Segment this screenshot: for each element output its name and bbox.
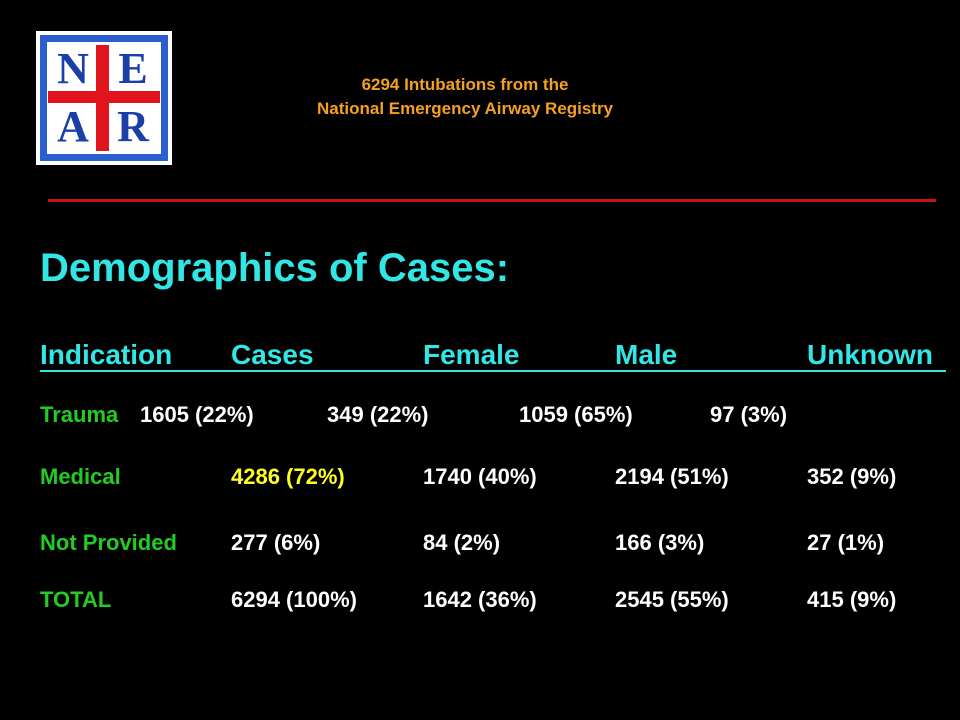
row-medical-unknown: 352 (9%)	[807, 464, 897, 489]
row-total-unknown: 415 (9%)	[807, 587, 897, 612]
row-medical-female: 1740 (40%)	[423, 464, 537, 489]
row-total-label: TOTAL	[40, 587, 112, 612]
row-not-provided-unknown: 27 (1%)	[807, 530, 885, 555]
slide-subtitle: 6294 Intubations from the National Emerg…	[230, 73, 700, 121]
logo-letter-r: R	[117, 102, 149, 151]
header-unknown: Unknown	[807, 339, 933, 370]
row-not-provided-male: 166 (3%)	[615, 530, 705, 555]
row-medical-label: Medical	[40, 464, 121, 489]
logo-letter-a: A	[57, 102, 89, 151]
row-not-provided-cases: 277 (6%)	[231, 530, 321, 555]
page-title: Demographics of Cases:	[40, 246, 510, 290]
row-trauma-label: Trauma	[40, 402, 119, 427]
header-cases: Cases	[231, 339, 314, 370]
row-trauma-cases: 1605 (22%)	[140, 402, 254, 427]
subtitle-line-2: National Emergency Airway Registry	[316, 99, 614, 118]
row-not-provided-label: Not Provided	[40, 530, 177, 555]
row-not-provided-female: 84 (2%)	[423, 530, 501, 555]
row-total-female: 1642 (36%)	[423, 587, 537, 612]
header-male: Male	[615, 339, 678, 370]
logo-letter-n: N	[57, 44, 89, 93]
subtitle-line-1: 6294 Intubations from the	[361, 75, 569, 94]
row-medical-male: 2194 (51%)	[615, 464, 729, 489]
row-total-male: 2545 (55%)	[615, 587, 729, 612]
header-indication: Indication	[40, 339, 173, 370]
divider-rule	[48, 199, 936, 202]
row-trauma-male: 1059 (65%)	[519, 402, 633, 427]
row-trauma-unknown: 97 (3%)	[710, 402, 788, 427]
row-total-cases: 6294 (100%)	[231, 587, 357, 612]
logo-cross-horizontal	[48, 91, 160, 103]
row-trauma-female: 349 (22%)	[327, 402, 429, 427]
near-logo: N E A R	[36, 31, 172, 165]
row-medical-cases: 4286 (72%)	[231, 464, 345, 489]
header-underline	[40, 370, 946, 372]
header-female: Female	[423, 339, 520, 370]
logo-letter-e: E	[118, 44, 148, 93]
